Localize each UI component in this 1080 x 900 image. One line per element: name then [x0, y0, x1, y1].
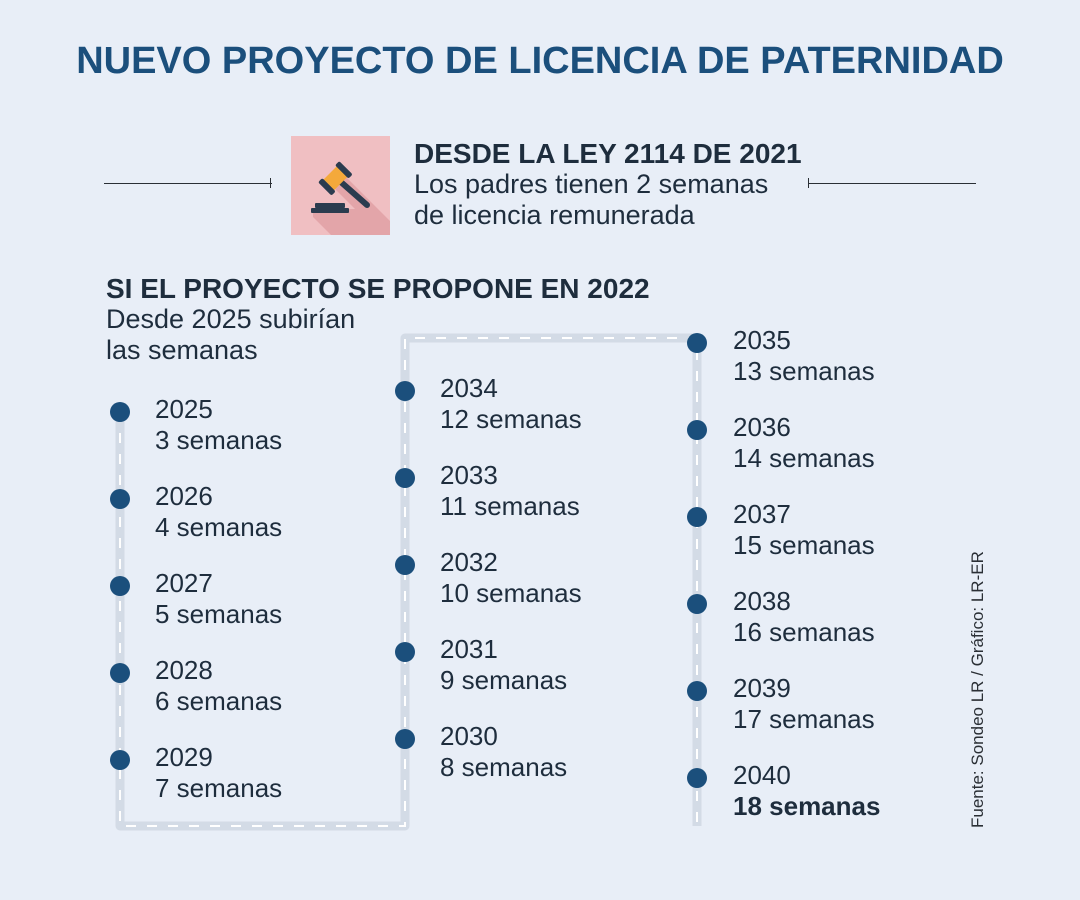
timeline-year: 2036	[733, 412, 791, 442]
timeline-dot	[687, 507, 707, 527]
timeline-year: 2026	[155, 481, 213, 511]
timeline-year: 2034	[440, 373, 498, 403]
law-heading: DESDE LA LEY 2114 DE 2021	[414, 138, 802, 169]
timeline-weeks: 5 semanas	[155, 599, 283, 629]
source-note: Fuente: Sondeo LR / Gráfico: LR-ER	[968, 551, 987, 828]
timeline-item: 2030 8 semanas	[440, 721, 567, 783]
timeline-weeks: 4 semanas	[155, 512, 283, 542]
timeline-weeks: 8 semanas	[440, 752, 568, 782]
timeline-year: 2031	[440, 634, 498, 664]
timeline-weeks: 13 semanas	[733, 356, 875, 386]
timeline-item: 2025 3 semanas	[155, 394, 282, 456]
timeline-dot	[110, 402, 130, 422]
timeline-dot	[395, 729, 415, 749]
timeline-dot	[395, 642, 415, 662]
timeline-item: 2029 7 semanas	[155, 742, 282, 804]
timeline-year: 2035	[733, 325, 791, 355]
divider-left	[104, 183, 272, 184]
timeline-item: 2035 13 semanas	[733, 325, 875, 387]
law-block: DESDE LA LEY 2114 DE 2021 Los padres tie…	[414, 138, 802, 231]
timeline-year: 2030	[440, 721, 498, 751]
timeline-dot	[395, 468, 415, 488]
timeline-item: 2038 16 semanas	[733, 586, 875, 648]
timeline-weeks: 9 semanas	[440, 665, 568, 695]
projection-line-1: Desde 2025 subirían	[106, 304, 356, 334]
page-title: NUEVO PROYECTO DE LICENCIA DE PATERNIDAD	[76, 40, 1004, 82]
timeline-dot	[687, 594, 707, 614]
timeline-year: 2025	[155, 394, 213, 424]
timeline-year: 2033	[440, 460, 498, 490]
timeline-weeks: 11 semanas	[440, 491, 580, 521]
gavel-icon	[291, 136, 390, 235]
timeline-item: 2034 12 semanas	[440, 373, 582, 435]
timeline-weeks: 3 semanas	[155, 425, 283, 455]
timeline-year: 2032	[440, 547, 498, 577]
timeline-item: 2031 9 semanas	[440, 634, 567, 696]
timeline-weeks: 10 semanas	[440, 578, 582, 608]
timeline-dot	[687, 768, 707, 788]
projection-line-2: las semanas	[106, 335, 258, 365]
timeline-dot	[687, 420, 707, 440]
timeline-item: 2039 17 semanas	[733, 673, 875, 735]
timeline-weeks: 14 semanas	[733, 443, 875, 473]
timeline-year: 2027	[155, 568, 213, 598]
timeline-item: 2036 14 semanas	[733, 412, 875, 474]
timeline-year: 2037	[733, 499, 791, 529]
timeline-weeks: 6 semanas	[155, 686, 283, 716]
timeline-weeks: 12 semanas	[440, 404, 582, 434]
divider-left-tick	[270, 178, 271, 188]
timeline-item: 2026 4 semanas	[155, 481, 282, 543]
timeline-item: 2028 6 semanas	[155, 655, 282, 717]
timeline-dot	[110, 750, 130, 770]
timeline-year: 2040	[733, 760, 791, 790]
divider-right-tick	[808, 178, 809, 188]
timeline-weeks: 16 semanas	[733, 617, 875, 647]
timeline-dot	[687, 681, 707, 701]
timeline-weeks: 17 semanas	[733, 704, 875, 734]
timeline-dot	[395, 381, 415, 401]
timeline-dot	[110, 576, 130, 596]
divider-right	[808, 183, 976, 184]
timeline-dot	[110, 663, 130, 683]
timeline-dot	[687, 333, 707, 353]
law-line-1: Los padres tienen 2 semanas	[414, 169, 769, 199]
timeline-item: 2037 15 semanas	[733, 499, 875, 561]
projection-heading: SI EL PROYECTO SE PROPONE EN 2022	[106, 273, 650, 304]
timeline-dot	[110, 489, 130, 509]
timeline-year: 2029	[155, 742, 213, 772]
timeline-item: 2040 18 semanas	[733, 760, 880, 822]
timeline-weeks: 18 semanas	[733, 791, 881, 821]
timeline-year: 2028	[155, 655, 213, 685]
law-line-2: de licencia remunerada	[414, 200, 695, 230]
timeline-item: 2032 10 semanas	[440, 547, 582, 609]
timeline-weeks: 15 semanas	[733, 530, 875, 560]
timeline-item: 2027 5 semanas	[155, 568, 282, 630]
timeline-item: 2033 11 semanas	[440, 460, 580, 522]
timeline-year: 2038	[733, 586, 791, 616]
timeline-year: 2039	[733, 673, 791, 703]
timeline-dot	[395, 555, 415, 575]
projection-block: SI EL PROYECTO SE PROPONE EN 2022 Desde …	[106, 273, 650, 366]
timeline-weeks: 7 semanas	[155, 773, 283, 803]
